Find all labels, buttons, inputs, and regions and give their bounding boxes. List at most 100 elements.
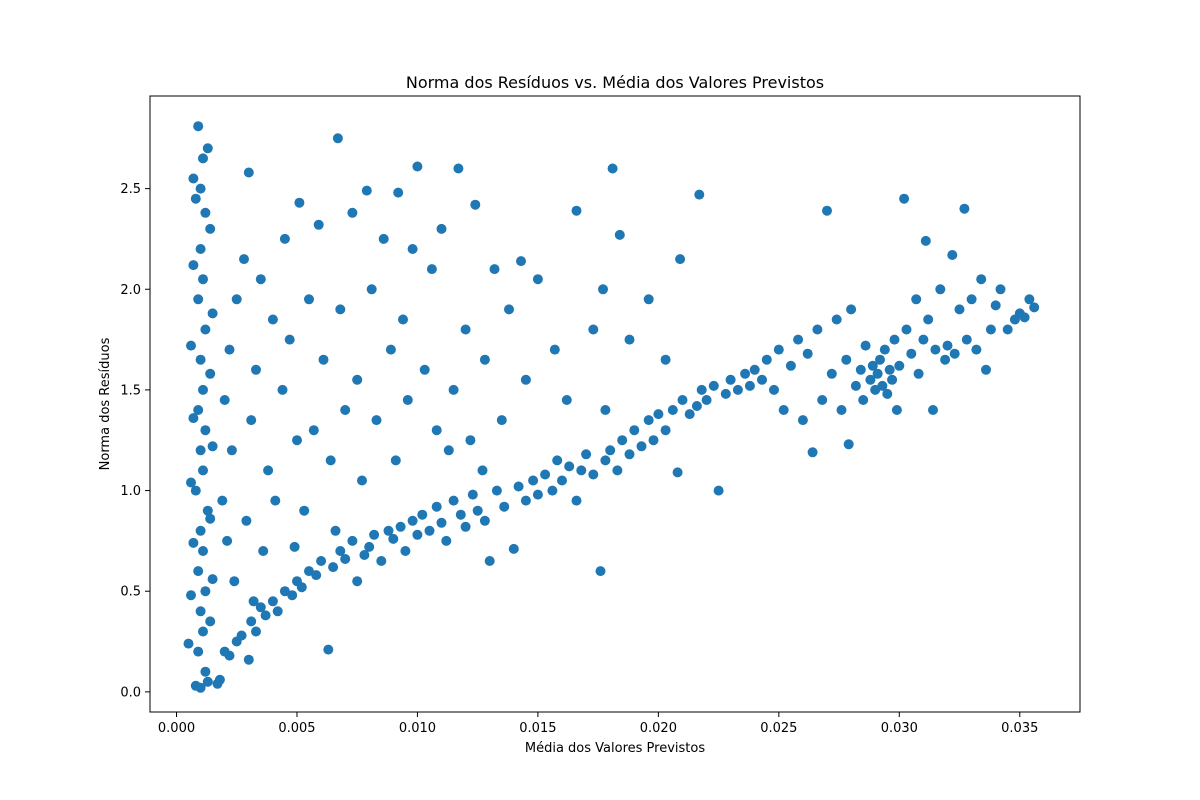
data-point (198, 274, 208, 285)
data-point (797, 415, 808, 426)
data-point (205, 223, 216, 234)
data-point (299, 505, 310, 516)
data-point (371, 415, 382, 426)
data-point (802, 348, 813, 359)
data-point (263, 465, 274, 476)
data-point (330, 525, 341, 536)
data-point (966, 294, 977, 305)
data-point (270, 495, 281, 506)
data-point (1002, 324, 1013, 335)
data-point (947, 250, 958, 260)
data-point (913, 368, 924, 379)
data-point (595, 566, 606, 577)
data-point (484, 556, 495, 566)
data-point (198, 384, 208, 395)
data-point (614, 229, 625, 240)
data-point (571, 495, 582, 506)
data-point (226, 445, 237, 456)
data-point (773, 344, 784, 355)
data-point (188, 413, 199, 424)
data-point (858, 395, 869, 405)
data-point (499, 501, 510, 512)
data-point (660, 425, 671, 436)
data-point (793, 334, 804, 345)
data-point (251, 626, 261, 637)
data-point (855, 364, 866, 375)
data-point (477, 465, 488, 476)
data-point (383, 525, 394, 536)
data-point (251, 364, 261, 375)
data-point (205, 368, 216, 379)
data-point (1019, 312, 1030, 323)
data-point (279, 233, 290, 244)
data-point (277, 384, 288, 395)
x-tick-label: 0.025 (760, 721, 797, 736)
x-tick-label: 0.030 (881, 721, 918, 736)
data-point (193, 121, 204, 132)
data-point (198, 626, 208, 637)
data-point (949, 348, 960, 359)
data-point (222, 535, 233, 546)
data-point (489, 264, 500, 275)
data-point (183, 638, 194, 649)
data-point (817, 395, 828, 405)
data-point (516, 256, 526, 267)
data-point (942, 340, 953, 351)
data-point (598, 284, 608, 295)
data-point (188, 537, 199, 548)
data-point (757, 374, 767, 385)
data-point (540, 469, 551, 480)
data-point (672, 467, 683, 478)
data-point (385, 344, 396, 355)
data-point (460, 324, 471, 335)
data-point (200, 324, 211, 335)
data-point (402, 395, 413, 405)
data-point (431, 425, 442, 436)
chart-title: Norma dos Resíduos vs. Média dos Valores… (406, 73, 824, 92)
data-point (347, 207, 358, 218)
data-point (846, 304, 857, 315)
data-point (202, 143, 213, 154)
data-point (304, 294, 314, 305)
data-point (289, 541, 300, 552)
data-point (436, 223, 447, 234)
x-tick-label: 0.000 (158, 721, 195, 736)
data-point (889, 334, 900, 345)
data-point (940, 354, 951, 365)
data-point (954, 304, 965, 315)
data-point (479, 354, 490, 365)
data-point (332, 133, 343, 144)
data-point (272, 606, 283, 617)
data-point (193, 294, 204, 305)
data-point (899, 193, 910, 204)
x-tick-label: 0.035 (1001, 721, 1038, 736)
data-point (882, 388, 893, 399)
data-point (412, 529, 423, 540)
data-point (195, 445, 206, 456)
data-point (841, 354, 852, 365)
data-point (443, 445, 454, 456)
x-axis-label: Média dos Valores Previstos (525, 741, 705, 756)
data-point (588, 324, 599, 335)
data-point (448, 384, 459, 395)
y-axis: 0.0 0.5 1.0 1.5 2.0 2.5 (120, 182, 150, 700)
data-point (605, 445, 616, 456)
data-point (407, 244, 418, 254)
data-point (248, 596, 259, 607)
data-point (195, 525, 206, 536)
data-point (879, 344, 890, 355)
data-point (508, 543, 519, 554)
data-point (725, 374, 736, 385)
y-tick-label: 2.0 (120, 283, 141, 298)
data-point (193, 566, 204, 577)
data-point (467, 489, 478, 500)
data-point (491, 485, 502, 496)
data-point (424, 525, 435, 536)
data-point (426, 264, 437, 275)
data-point (260, 610, 271, 621)
data-point (200, 586, 211, 597)
data-point (867, 360, 878, 371)
data-point (694, 189, 705, 200)
data-point (195, 244, 206, 254)
